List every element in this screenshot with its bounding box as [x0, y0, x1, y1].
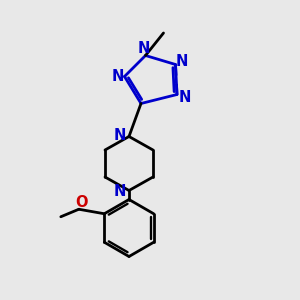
Text: N: N: [114, 128, 126, 142]
Text: N: N: [176, 54, 188, 69]
Text: O: O: [75, 195, 88, 210]
Text: N: N: [112, 69, 124, 84]
Text: N: N: [178, 90, 191, 105]
Text: N: N: [114, 184, 126, 200]
Text: N: N: [138, 41, 150, 56]
